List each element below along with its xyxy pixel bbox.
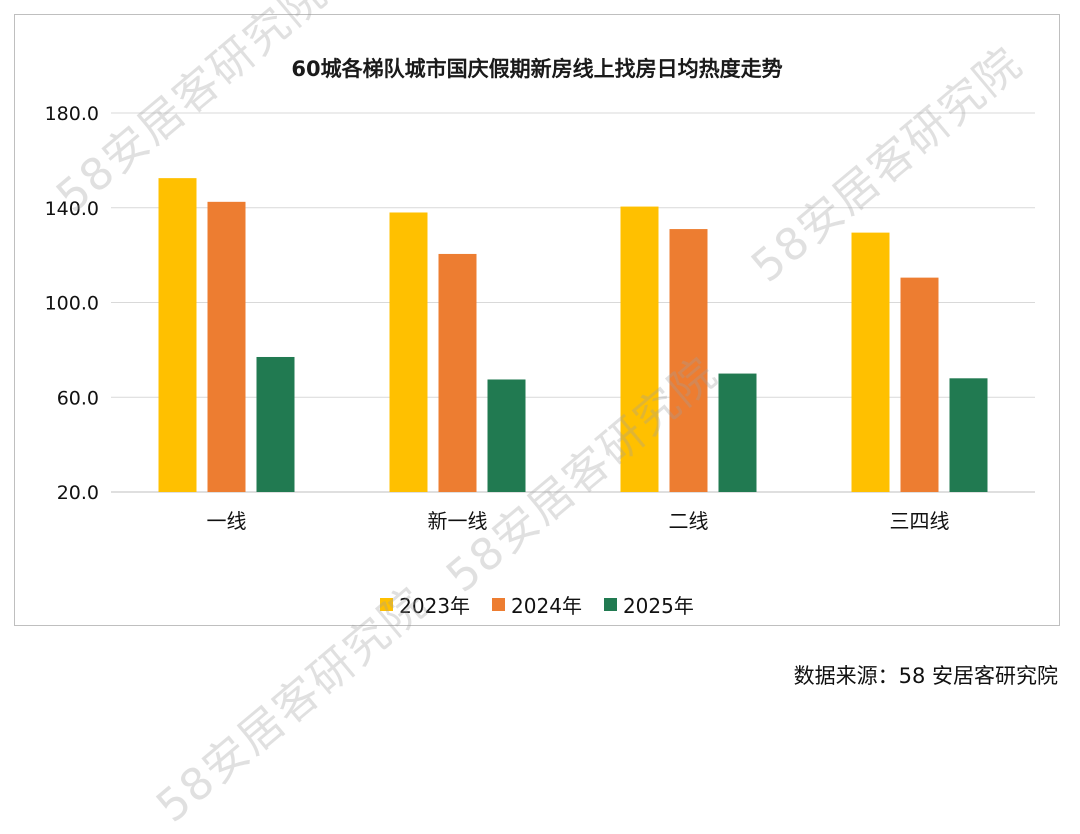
bar (949, 378, 988, 492)
chart-legend: 2023年 2024年 2025年 (15, 590, 1059, 619)
legend-swatch (603, 598, 617, 611)
bar (900, 277, 939, 492)
bar (158, 178, 197, 492)
legend-swatch (492, 598, 506, 611)
bar (389, 212, 428, 493)
chart-title: 60城各梯队城市国庆假期新房线上找房日均热度走势 (291, 57, 783, 81)
bar (718, 373, 757, 492)
bar (207, 201, 246, 492)
bar (669, 229, 708, 492)
x-tick-label: 一线 (207, 509, 247, 533)
bar-chart: 20.0 60.0 100.0 140.0 180.0 一线 新一线 二线 三四线 (45, 103, 1035, 533)
bar (438, 253, 477, 492)
legend-label: 2024年 (511, 594, 582, 618)
x-tick-label: 三四线 (890, 509, 950, 533)
x-tick-label: 二线 (669, 509, 709, 533)
bar (256, 356, 295, 492)
legend-item: 2025年 (603, 590, 694, 619)
legend-label: 2023年 (399, 594, 471, 618)
bar (851, 232, 890, 492)
legend-item: 2023年 (380, 590, 470, 619)
y-tick-label: 100.0 (45, 293, 99, 315)
legend-swatch (380, 598, 394, 611)
legend-item: 2024年 (492, 590, 582, 619)
y-tick-label: 180.0 (45, 103, 99, 125)
bar (487, 379, 526, 492)
y-tick-label: 20.0 (57, 482, 99, 504)
y-tick-label: 60.0 (57, 387, 99, 409)
bar (620, 206, 659, 493)
y-tick-label: 140.0 (45, 198, 99, 220)
x-tick-label: 新一线 (428, 509, 488, 533)
chart-frame: 60城各梯队城市国庆假期新房线上找房日均热度走势 20.0 60.0 100.0 14… (14, 14, 1060, 626)
legend-label: 2025年 (622, 594, 694, 618)
source-note: 数据来源：58 安居客研究院 (793, 664, 1058, 688)
